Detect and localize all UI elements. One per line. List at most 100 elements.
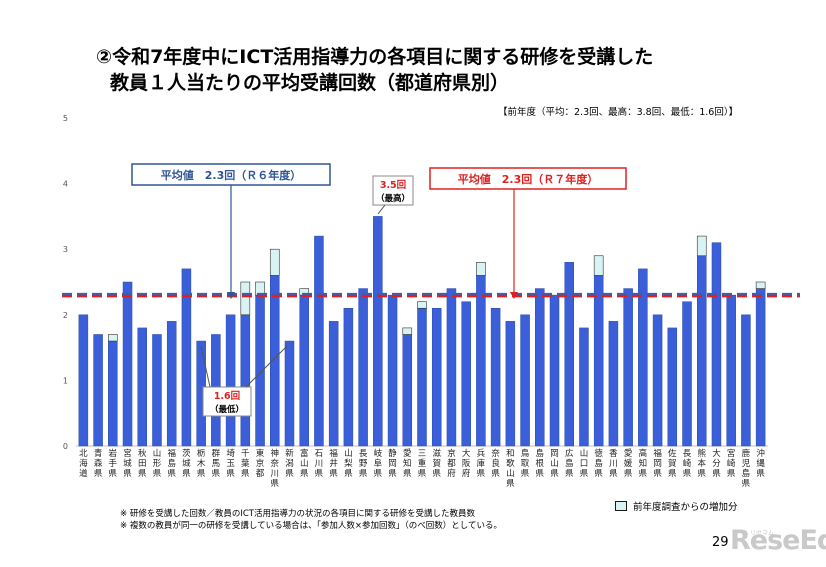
bar [328,321,339,447]
bar [623,288,633,447]
bar [476,275,486,447]
bar [431,307,442,447]
x-tick-label: 島根県 [536,448,545,479]
title-line-2: 教員１人当たりの平均受講回数（都道府県別） [110,72,510,94]
x-tick-label: 鹿児島県 [742,448,751,489]
bar-increase [417,301,427,309]
x-tick-label: 新潟県 [285,448,294,479]
bar-increase [108,334,118,342]
bar [417,307,427,447]
chart-title: ②令和7年度中にICT活用指導力の各項目に関する研修を受講した 教員１人当たりの… [96,44,653,96]
bar [608,321,619,447]
bar [152,334,162,447]
x-tick-label: 福島県 [167,448,176,479]
x-tick-label: 福井県 [329,448,338,479]
x-tick-label: 広島県 [565,448,574,479]
bar [741,314,751,447]
x-tick-label: 徳島県 [594,448,603,479]
y-tick-label: 4 [63,180,68,189]
x-tick-label: 沖縄県 [756,448,765,479]
x-tick-label: 京都府 [447,448,456,479]
x-tick-label: 和歌山県 [506,449,515,489]
bar [579,327,589,447]
max-callout-pointer [377,204,386,215]
x-tick-label: 青森県 [94,448,103,479]
x-tick-label: 埼玉県 [226,448,235,479]
x-tick-label: 長崎県 [683,449,692,479]
min-callout-label: （最低） [210,404,244,415]
avg-curr-box [429,167,627,190]
x-tick-label: 大分県 [712,448,721,479]
bar-increase [476,262,486,276]
bar [402,334,413,447]
title-line-1: ②令和7年度中にICT活用指導力の各項目に関する研修を受講した [96,46,654,68]
y-tick-label: 3 [63,245,68,254]
x-tick-label: 宮崎県 [727,448,736,479]
x-tick-label: 岐阜県 [374,448,383,479]
bar [166,321,177,447]
x-tick-label: 富山県 [300,448,309,479]
x-tick-label: 石川県 [315,449,324,479]
increase-swatch [615,501,627,511]
bar-increase [269,248,280,276]
x-tick-label: 栃木県 [197,448,206,479]
x-tick-label: 滋賀県 [432,448,441,479]
x-tick-label: 岡山県 [550,449,559,479]
bar-increase [402,327,413,335]
x-tick-label: 鳥取県 [521,448,530,479]
bar [181,268,192,447]
bar [564,262,574,447]
bar-increase [593,255,604,276]
x-tick-label: 山梨県 [344,448,353,479]
bar [461,301,471,447]
min-callout-value: 1.6回 [214,391,240,402]
footnote-2: ※ 複数の教員が同一の研修を受講している場合は、「参加人数×参加回数」（のべ回数… [120,521,502,531]
footnote-1: ※ 研修を受講した回数／教員のICT活用指導力の状況の各項目に関する研修を受講し… [120,509,475,519]
x-tick-label: 高知県 [639,448,648,479]
bar [667,327,678,447]
bar [284,340,295,447]
x-tick-label: 静岡県 [388,448,397,479]
bar-increase [755,281,766,289]
x-tick-label: 愛媛県 [624,448,633,479]
bar-increase [240,281,251,316]
x-tick-label: 熊本県 [697,448,706,479]
x-tick-label: 秋田県 [138,448,147,479]
bar [343,307,354,447]
chart-legend: 前年度調査からの増加分 [615,499,738,513]
legend-increase-label: 前年度調査からの増加分 [633,502,738,513]
max-callout-label: （最高） [376,193,410,204]
bar [387,294,398,447]
bar [108,340,118,447]
bar [549,294,560,447]
x-tick-label: 三重県 [418,449,427,479]
bar [446,288,457,447]
bar [652,314,663,447]
bar [711,242,722,447]
bar [137,327,148,447]
bar [78,314,89,447]
max-callout-value: 3.5回 [380,180,406,191]
bar [314,235,324,447]
min-callout-box [202,386,252,417]
bar [696,255,707,447]
y-tick-label: 0 [63,442,68,451]
bar [682,301,692,447]
x-tick-label: 長野県 [359,449,368,479]
bar [358,288,368,447]
bar [225,314,236,447]
bar-increase [696,235,707,257]
x-tick-label: 群馬県 [212,448,221,479]
min-pointer-right [245,345,288,388]
bar [255,294,265,447]
bar [535,288,545,447]
resemom-logo: ReseEd [730,525,826,556]
y-tick-label: 5 [63,114,68,123]
x-tick-label: 東京都 [256,448,265,479]
bar [505,321,516,447]
avg-curr-arrowhead [510,292,518,299]
bar [520,314,530,447]
bar [122,281,133,447]
resemom-logo-sub: リセマム [750,530,775,537]
max-callout-box [372,175,414,206]
